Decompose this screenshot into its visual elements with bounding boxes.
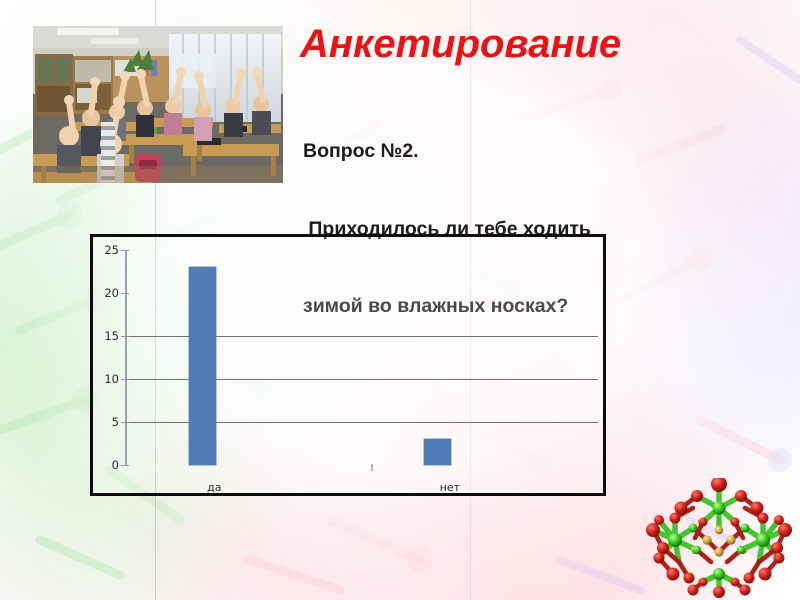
y-axis-tick-label: 25 <box>104 243 119 257</box>
bar-да <box>188 267 216 465</box>
background-divider-line-2 <box>470 0 471 600</box>
bar-нет <box>424 439 452 465</box>
y-axis-tick-mark <box>121 293 129 294</box>
y-axis-tick-label: 10 <box>104 372 119 386</box>
y-axis-tick-label: 15 <box>104 329 119 343</box>
x-axis-label-нет: нет <box>439 481 461 494</box>
gridline-15 <box>127 336 598 337</box>
y-axis-tick-label: 5 <box>111 415 119 429</box>
background-divider-line <box>155 0 156 600</box>
question-line-1: Вопрос №2. <box>303 140 419 163</box>
y-axis-tick-mark <box>121 465 129 466</box>
y-axis-tick-label: 0 <box>111 458 119 472</box>
x-axis-category-tick <box>370 464 373 471</box>
x-axis-label-да: да <box>207 481 222 494</box>
y-axis-tick-mark <box>121 336 129 337</box>
y-axis-line <box>125 250 127 465</box>
gridline-10 <box>127 379 598 380</box>
question-line-3: зимой во влажных носках? <box>303 294 569 317</box>
molecular-structure-graphic <box>645 478 795 598</box>
plot-area: 0 5 10 15 20 25 да нет <box>93 237 603 494</box>
bar-chart: 0 5 10 15 20 25 да нет <box>90 234 606 496</box>
y-axis-tick-mark <box>121 379 129 380</box>
page-title: Анкетирование <box>300 22 622 66</box>
gridline-5 <box>127 422 598 423</box>
y-axis-tick-mark <box>121 422 129 423</box>
y-axis-tick-mark <box>121 250 129 251</box>
classroom-photo <box>33 26 283 183</box>
y-axis-tick-label: 20 <box>104 286 119 300</box>
